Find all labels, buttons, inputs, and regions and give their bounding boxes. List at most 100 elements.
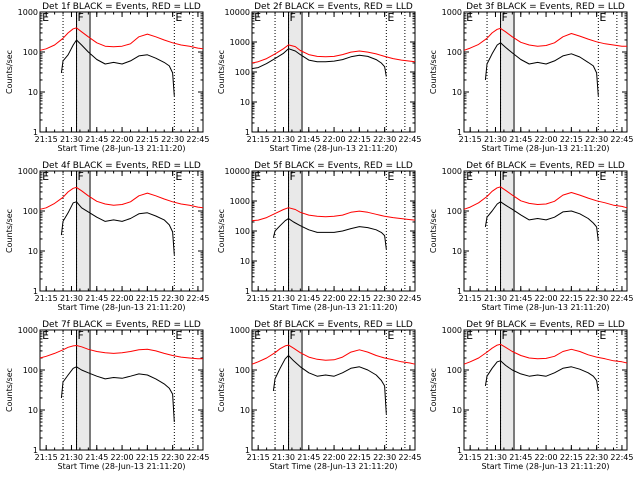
x-tick-label: 22:45 (186, 294, 209, 303)
plot-frame (39, 170, 204, 292)
y-axis-label: Counts/sec (5, 50, 14, 94)
plot-frame (251, 329, 416, 451)
x-tick-label: 22:30 (585, 135, 608, 144)
panel-title: Det 8f BLACK = Events, RED = LLD (254, 320, 413, 330)
panel-title: Det 5f BLACK = Events, RED = LLD (254, 161, 413, 171)
series-line-events (272, 355, 387, 414)
series-line-lld (39, 345, 203, 360)
interval-flag-E: E (599, 170, 606, 183)
x-tick-label: 22:30 (161, 453, 184, 462)
x-tick-label: 22:30 (585, 453, 608, 462)
series-line-lld (251, 344, 416, 365)
x-axis-label: Start Time (28-Jun-13 21:11:20) (58, 144, 186, 153)
x-tick-label: 22:45 (610, 453, 633, 462)
detector-panel-3f: Det 3f BLACK = Events, RED = LLD 1 10 100 10… (429, 2, 633, 153)
x-tick-label: 22:15 (348, 294, 371, 303)
x-tick-label: 22:15 (136, 294, 159, 303)
y-tick-label: 100 (235, 227, 250, 236)
x-tick-label: 21:45 (509, 135, 532, 144)
x-tick-label: 22:45 (398, 135, 421, 144)
y-tick-label: 1000 (18, 167, 38, 176)
x-tick-label: 21:15 (247, 135, 270, 144)
interval-flag-E: E (254, 170, 261, 183)
y-tick-label: 1000 (18, 8, 38, 17)
x-tick-label: 21:15 (459, 135, 482, 144)
y-tick-label: 10 (240, 98, 250, 107)
plot-frame (39, 11, 204, 133)
x-tick-label: 21:15 (247, 294, 270, 303)
y-tick-label: 100 (23, 207, 38, 216)
x-axis-label: Start Time (28-Jun-13 21:11:20) (482, 303, 610, 312)
y-axis-label: Counts/sec (429, 209, 438, 253)
x-tick-label: 21:45 (509, 294, 532, 303)
x-tick-label: 21:15 (35, 453, 58, 462)
y-tick-label: 10 (452, 88, 462, 97)
x-tick-label: 21:30 (484, 453, 507, 462)
flare-interval-shade (76, 171, 91, 291)
x-tick-label: 22:15 (136, 453, 159, 462)
x-axis-label: Start Time (28-Jun-13 21:11:20) (270, 462, 398, 471)
interval-flag-E: E (387, 329, 394, 342)
detector-panel-2f: Det 2f BLACK = Events, RED = LLD 1 10 100 10… (217, 2, 421, 153)
x-tick-label: 21:15 (459, 453, 482, 462)
x-tick-label: 21:30 (484, 294, 507, 303)
y-tick-label: 100 (235, 68, 250, 77)
interval-flag-F: F (290, 170, 296, 183)
y-tick-label: 1 (245, 128, 250, 137)
x-tick-label: 21:45 (297, 294, 320, 303)
x-tick-label: 21:30 (60, 294, 83, 303)
y-tick-label: 1 (33, 446, 38, 455)
series-line-events (60, 201, 175, 255)
interval-flag-E: E (387, 11, 394, 24)
interval-flag-F: F (78, 11, 84, 24)
x-tick-label: 22:15 (136, 135, 159, 144)
interval-flag-F: F (502, 170, 508, 183)
x-axis-label: Start Time (28-Jun-13 21:11:20) (58, 303, 186, 312)
x-tick-label: 21:30 (272, 453, 295, 462)
x-tick-label: 22:30 (161, 135, 184, 144)
x-axis-label: Start Time (28-Jun-13 21:11:20) (270, 303, 398, 312)
panel-title: Det 1f BLACK = Events, RED = LLD (42, 2, 201, 12)
y-tick-label: 100 (23, 366, 38, 375)
interval-flag-E: E (466, 170, 473, 183)
y-tick-label: 1000 (18, 326, 38, 335)
x-tick-label: 22:45 (610, 294, 633, 303)
y-tick-label: 10 (28, 247, 38, 256)
y-tick-label: 1 (33, 287, 38, 296)
panel-title: Det 9f BLACK = Events, RED = LLD (466, 320, 625, 330)
x-tick-label: 22:15 (348, 135, 371, 144)
detector-panel-8f: Det 8f BLACK = Events, RED = LLD 1 10 100 10… (217, 320, 421, 471)
plot-frame (463, 329, 628, 451)
panel-title: Det 4f BLACK = Events, RED = LLD (42, 161, 201, 171)
series-line-events (484, 42, 599, 96)
y-tick-label: 10 (452, 406, 462, 415)
y-tick-label: 10 (28, 406, 38, 415)
x-tick-label: 22:00 (323, 294, 346, 303)
detector-panel-6f: Det 6f BLACK = Events, RED = LLD 1 10 100 10… (429, 161, 633, 312)
y-tick-label: 1 (457, 287, 462, 296)
interval-flag-E: E (466, 329, 473, 342)
interval-flag-E: E (387, 170, 394, 183)
x-tick-label: 22:45 (398, 453, 421, 462)
x-tick-label: 22:00 (323, 135, 346, 144)
y-tick-label: 10 (240, 406, 250, 415)
panel-title: Det 3f BLACK = Events, RED = LLD (466, 2, 625, 12)
interval-flag-F: F (502, 11, 508, 24)
flare-interval-shade (288, 12, 303, 132)
y-tick-label: 1 (457, 128, 462, 137)
x-tick-label: 22:45 (610, 135, 633, 144)
series-line-lld (39, 186, 204, 210)
x-tick-label: 21:30 (272, 135, 295, 144)
interval-flag-E: E (254, 11, 261, 24)
series-line-lld (251, 207, 416, 222)
x-tick-label: 21:45 (85, 453, 108, 462)
x-tick-label: 22:00 (323, 453, 346, 462)
x-tick-label: 22:30 (373, 294, 396, 303)
series-line-lld (463, 186, 628, 210)
x-tick-label: 21:30 (60, 135, 83, 144)
detector-panel-7f: Det 7f BLACK = Events, RED = LLD 1 10 100 10… (5, 320, 209, 471)
series-line-events (484, 201, 599, 241)
interval-flag-E: E (175, 170, 182, 183)
y-tick-label: 1000 (442, 326, 462, 335)
